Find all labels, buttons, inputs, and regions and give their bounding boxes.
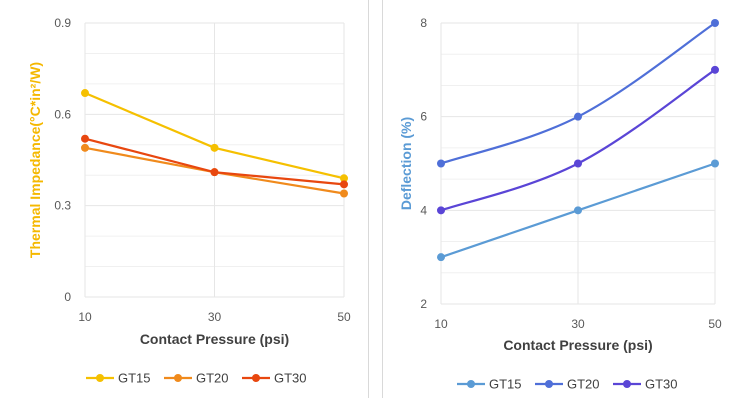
y-tick-label: 4 [420, 203, 427, 217]
legend-label-gt15: GT15 [118, 371, 151, 386]
chart-panel-thermal-impedance: 0 0.3 0.6 0.9 10 30 50 Contact Pressure (psi) Th… [0, 0, 369, 398]
data-point-gt20 [711, 19, 719, 27]
legend-marker-gt20 [174, 374, 182, 382]
legend-marker-gt20 [545, 380, 553, 388]
y-tick-label: 2 [420, 297, 427, 311]
legend-label-gt15: GT15 [489, 377, 522, 392]
data-point-gt30 [81, 134, 89, 143]
y-tick-label: 6 [420, 110, 427, 124]
y-tick-label: 0.9 [54, 16, 71, 30]
legend-marker-gt15 [96, 374, 104, 382]
data-point-gt20 [437, 159, 445, 168]
y-axis-title: Deflection (%) [398, 117, 414, 210]
data-point-gt30 [437, 206, 445, 215]
legend-label-gt30: GT30 [274, 371, 307, 386]
x-axis-title: Contact Pressure (psi) [503, 337, 652, 353]
data-point-gt20 [340, 189, 348, 198]
y-tick-label: 0.3 [54, 199, 71, 213]
data-point-gt30 [574, 159, 582, 168]
data-point-gt30 [340, 180, 348, 189]
thermal-impedance-chart: 0 0.3 0.6 0.9 10 30 50 Contact Pressure (psi) Th… [27, 16, 351, 386]
legend-marker-gt30 [623, 380, 631, 388]
data-point-gt20 [81, 143, 89, 152]
x-tick-label: 50 [337, 310, 351, 324]
y-axis-title: Thermal Impedance(°C*in²/W) [27, 62, 43, 258]
y-tick-label: 0 [64, 290, 71, 304]
data-point-gt15 [711, 159, 719, 168]
x-tick-label: 10 [434, 317, 448, 331]
x-tick-label: 30 [571, 317, 585, 331]
deflection-chart: 2 4 6 8 10 30 50 Contact Pressure (psi) Deflecti… [398, 16, 722, 392]
data-point-gt15 [210, 143, 219, 152]
data-point-gt15 [340, 174, 348, 183]
data-point-gt15 [574, 206, 582, 215]
y-tick-label: 8 [420, 16, 427, 30]
legend-marker-gt30 [252, 374, 260, 382]
data-point-gt20 [574, 112, 582, 121]
y-tick-label: 0.6 [54, 107, 71, 121]
legend-marker-gt15 [467, 380, 475, 388]
legend-label-gt20: GT20 [196, 371, 229, 386]
chart-panel-deflection: 2 4 6 8 10 30 50 Contact Pressure (psi) Deflecti… [382, 0, 739, 398]
x-tick-label: 10 [78, 310, 92, 324]
data-point-gt30 [210, 168, 219, 177]
data-point-gt30 [711, 65, 719, 74]
x-tick-label: 50 [708, 317, 722, 331]
data-point-gt15 [437, 253, 445, 262]
data-point-gt15 [81, 89, 89, 98]
x-tick-label: 30 [208, 310, 222, 324]
legend-label-gt20: GT20 [567, 377, 600, 392]
legend-label-gt30: GT30 [645, 377, 678, 392]
x-axis-title: Contact Pressure (psi) [140, 331, 289, 347]
